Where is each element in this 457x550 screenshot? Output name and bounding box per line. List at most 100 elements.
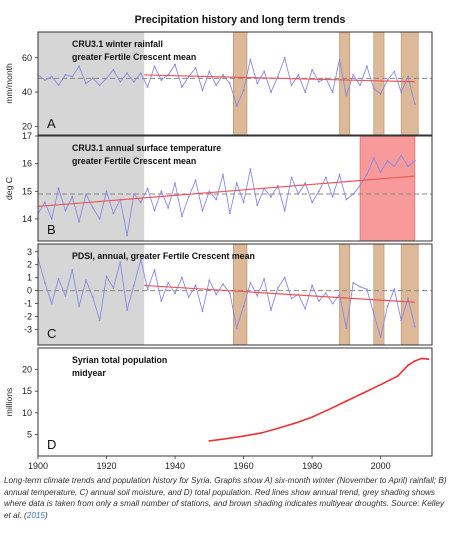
caption-link[interactable]: 2015 bbox=[26, 510, 45, 520]
data-point bbox=[400, 91, 403, 93]
data-point bbox=[345, 198, 348, 201]
data-point bbox=[366, 288, 368, 291]
panel-frame bbox=[37, 243, 433, 346]
data-point bbox=[379, 383, 382, 386]
data-point bbox=[311, 201, 313, 204]
data-point bbox=[180, 86, 183, 88]
data-point bbox=[160, 79, 163, 81]
data-point bbox=[338, 173, 341, 176]
legend-label: greater Fertile Crescent mean bbox=[72, 52, 196, 62]
data-point bbox=[276, 427, 279, 430]
data-point bbox=[290, 176, 293, 179]
legend-label: PDSI, annual, greater Fertile Crescent m… bbox=[72, 251, 255, 261]
panel-c: -3 -2 -1 0 1 2 3 PDSI, annual, greater Fertile … bbox=[24, 243, 433, 346]
data-point bbox=[311, 284, 313, 287]
y-tick-label: 20 bbox=[22, 365, 32, 375]
data-point bbox=[208, 439, 211, 442]
data-point bbox=[263, 278, 266, 280]
y-tick-label: 3 bbox=[27, 247, 32, 257]
data-point bbox=[78, 305, 81, 308]
y-tick-label: -2 bbox=[24, 312, 32, 322]
data-point bbox=[372, 313, 375, 315]
legend-label: CRU3.1 annual surface temperature bbox=[72, 143, 221, 153]
data-point bbox=[57, 278, 60, 280]
data-point bbox=[359, 285, 361, 288]
data-point bbox=[290, 297, 293, 300]
data-point bbox=[133, 193, 135, 195]
series-points bbox=[38, 56, 416, 107]
panel-b: 14 15 16 17 deg C CRU3.1 annual surface tempe… bbox=[4, 131, 433, 242]
data-point bbox=[126, 234, 128, 237]
data-point bbox=[105, 190, 108, 193]
data-point bbox=[270, 309, 272, 311]
data-point bbox=[366, 173, 368, 176]
y-tick-label: 60 bbox=[22, 53, 32, 63]
data-point bbox=[71, 195, 74, 198]
y-tick-label: 10 bbox=[22, 408, 32, 418]
data-point bbox=[160, 300, 163, 302]
data-point bbox=[194, 67, 197, 69]
data-point bbox=[235, 327, 238, 330]
panel-a: 20 40 60 mm/month CRU3.1 winter rainfall grea… bbox=[4, 31, 433, 136]
data-point bbox=[393, 70, 396, 73]
data-point bbox=[290, 84, 293, 87]
data-point bbox=[259, 432, 262, 435]
data-point bbox=[139, 201, 142, 204]
legend-label: CRU3.1 winter rainfall bbox=[72, 39, 163, 49]
data-point bbox=[112, 68, 115, 71]
data-point bbox=[228, 212, 231, 215]
data-point bbox=[146, 187, 149, 190]
panel-frame bbox=[37, 31, 433, 136]
data-point bbox=[270, 195, 272, 198]
data-point bbox=[328, 408, 331, 411]
data-point bbox=[228, 82, 231, 85]
series-line bbox=[38, 154, 416, 236]
data-point bbox=[318, 300, 320, 302]
data-point bbox=[208, 279, 211, 282]
data-point bbox=[112, 212, 115, 215]
panel-letter: D bbox=[47, 437, 56, 452]
data-point bbox=[194, 179, 197, 182]
data-point bbox=[276, 75, 279, 78]
data-point bbox=[85, 193, 87, 195]
data-point bbox=[98, 319, 101, 322]
y-tick-label: 14 bbox=[22, 214, 32, 224]
series-points bbox=[38, 154, 416, 237]
data-point bbox=[276, 184, 279, 187]
data-point bbox=[174, 292, 176, 295]
data-point bbox=[396, 375, 399, 377]
data-point bbox=[379, 92, 382, 95]
data-point bbox=[167, 281, 170, 284]
data-point bbox=[362, 392, 365, 394]
series-line bbox=[38, 258, 416, 338]
data-point bbox=[180, 215, 183, 218]
data-point bbox=[57, 84, 60, 87]
y-tick-label: 2 bbox=[27, 260, 32, 270]
data-point bbox=[338, 58, 341, 61]
data-point bbox=[133, 284, 135, 287]
data-point bbox=[352, 193, 355, 195]
data-point bbox=[304, 182, 307, 184]
data-point bbox=[283, 209, 286, 212]
y-tick-label: 15 bbox=[22, 386, 32, 396]
y-tick-label: -3 bbox=[24, 324, 32, 334]
data-point bbox=[174, 63, 176, 66]
data-point bbox=[400, 154, 403, 157]
data-point bbox=[345, 94, 348, 97]
data-point bbox=[225, 437, 228, 440]
data-point bbox=[187, 195, 190, 198]
sparse-data-shading bbox=[38, 244, 145, 345]
y-axis-label: millions bbox=[4, 388, 14, 417]
panel-frame bbox=[37, 135, 433, 242]
data-point bbox=[71, 268, 74, 271]
data-point bbox=[105, 77, 108, 80]
data-point bbox=[43, 281, 46, 284]
data-point bbox=[98, 84, 101, 87]
data-point bbox=[249, 281, 252, 284]
drought-shading bbox=[373, 31, 385, 136]
data-point bbox=[324, 176, 327, 179]
data-point bbox=[366, 65, 368, 68]
data-point bbox=[215, 198, 218, 201]
data-point bbox=[201, 209, 204, 212]
data-point bbox=[194, 284, 197, 287]
